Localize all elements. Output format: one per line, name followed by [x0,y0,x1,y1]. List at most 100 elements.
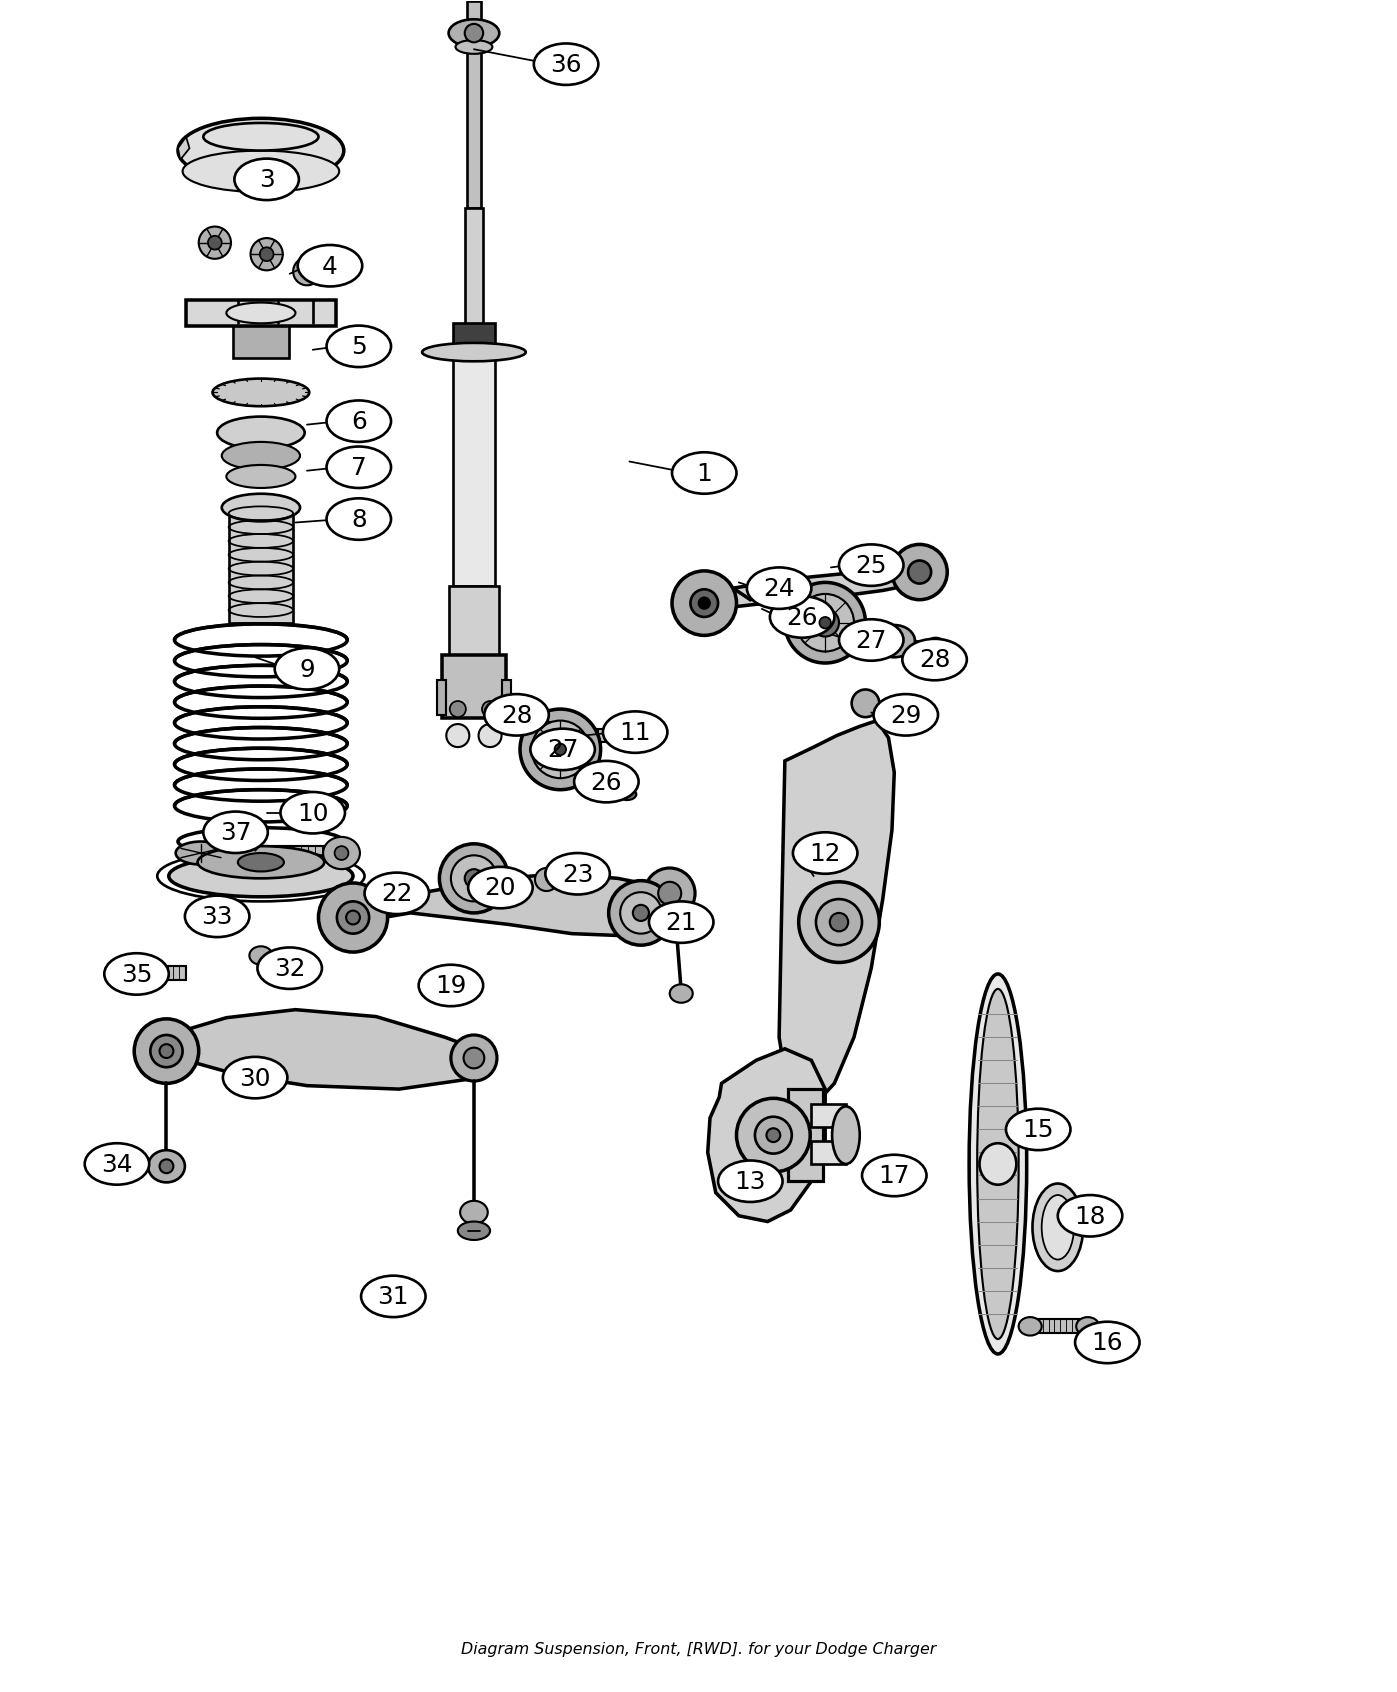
Ellipse shape [260,249,274,262]
Text: 25: 25 [855,553,887,577]
Ellipse shape [617,788,636,800]
Ellipse shape [327,401,391,443]
Ellipse shape [926,638,944,651]
Ellipse shape [451,856,497,902]
FancyBboxPatch shape [441,655,506,719]
Ellipse shape [873,626,915,658]
Text: 4: 4 [323,254,338,279]
Text: 30: 30 [239,1066,271,1090]
Ellipse shape [574,761,638,802]
Ellipse shape [770,597,834,638]
Text: 32: 32 [274,956,306,981]
FancyBboxPatch shape [812,1105,847,1127]
Ellipse shape [440,844,509,914]
Text: 27: 27 [855,628,887,653]
Text: Diagram Suspension, Front, [RWD]. for your Dodge Charger: Diagram Suspension, Front, [RWD]. for yo… [461,1641,936,1656]
Ellipse shape [446,724,469,748]
Text: 10: 10 [298,802,328,826]
Ellipse shape [1058,1195,1122,1237]
FancyBboxPatch shape [448,587,499,655]
FancyBboxPatch shape [437,680,446,716]
Ellipse shape [1076,1321,1140,1364]
Polygon shape [693,565,929,609]
Ellipse shape [609,882,673,946]
Ellipse shape [198,227,231,259]
Ellipse shape [176,843,226,865]
Ellipse shape [796,594,854,651]
Ellipse shape [204,124,319,151]
Ellipse shape [360,1276,426,1318]
Ellipse shape [534,44,598,86]
FancyBboxPatch shape [465,208,483,347]
Ellipse shape [237,853,284,871]
Ellipse shape [793,832,858,875]
Ellipse shape [902,640,967,680]
Ellipse shape [197,912,221,931]
Ellipse shape [134,1019,198,1083]
Ellipse shape [767,1129,781,1142]
Ellipse shape [327,499,391,540]
Text: 26: 26 [787,606,817,629]
Text: 11: 11 [619,721,651,744]
Ellipse shape [257,948,321,990]
Ellipse shape [690,591,718,618]
Ellipse shape [485,695,549,736]
Ellipse shape [298,245,362,288]
Ellipse shape [159,1044,173,1059]
Polygon shape [324,875,687,936]
Polygon shape [155,1010,492,1090]
Ellipse shape [222,494,300,523]
Ellipse shape [346,910,360,926]
Ellipse shape [85,1144,149,1184]
Ellipse shape [204,812,268,853]
Ellipse shape [337,902,369,934]
Ellipse shape [327,327,391,367]
Text: 18: 18 [1074,1205,1106,1228]
Ellipse shape [833,1107,859,1164]
Ellipse shape [365,873,429,914]
FancyBboxPatch shape [467,2,481,208]
FancyBboxPatch shape [186,301,335,327]
Ellipse shape [224,1058,288,1098]
Ellipse shape [465,870,483,888]
Ellipse shape [455,41,492,54]
Ellipse shape [747,569,812,609]
Ellipse shape [873,695,937,736]
Ellipse shape [450,702,465,717]
Ellipse shape [458,1222,490,1240]
Ellipse shape [604,712,668,753]
Ellipse shape [302,266,313,277]
FancyBboxPatch shape [788,1090,823,1181]
Ellipse shape [212,379,309,406]
FancyBboxPatch shape [453,325,495,357]
FancyBboxPatch shape [812,1140,847,1164]
Ellipse shape [862,1156,926,1196]
FancyBboxPatch shape [1032,1320,1084,1333]
Text: 13: 13 [735,1169,766,1193]
Text: 20: 20 [485,876,515,900]
Ellipse shape [169,856,353,897]
Ellipse shape [105,954,169,995]
Ellipse shape [1006,1108,1070,1151]
Ellipse shape [891,545,947,601]
Ellipse shape [226,465,295,489]
Text: 36: 36 [550,52,581,78]
Ellipse shape [633,905,650,922]
Text: 28: 28 [919,648,950,672]
Ellipse shape [524,722,550,750]
Ellipse shape [1032,1184,1083,1271]
Text: 24: 24 [763,577,795,601]
Ellipse shape [184,897,250,937]
Ellipse shape [812,609,840,638]
Text: 3: 3 [258,168,275,193]
Ellipse shape [465,25,483,44]
Ellipse shape [183,151,339,193]
Ellipse shape [718,1161,782,1203]
Ellipse shape [908,562,932,584]
Ellipse shape [698,597,710,609]
FancyBboxPatch shape [134,966,186,980]
Polygon shape [177,137,190,161]
Ellipse shape [531,729,595,770]
Text: 31: 31 [377,1284,409,1308]
Text: 26: 26 [591,770,622,794]
